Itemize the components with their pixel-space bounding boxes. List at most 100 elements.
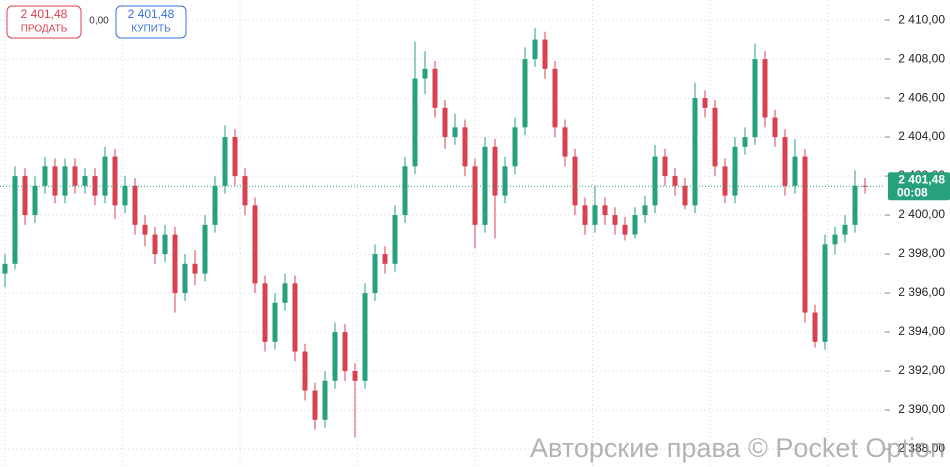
candle-body [122, 185, 128, 206]
candle-body [322, 380, 328, 420]
candle-body [132, 185, 138, 225]
candle-body [642, 205, 648, 216]
candle-body [672, 176, 678, 186]
candle-body [182, 263, 188, 294]
candle-body [572, 156, 578, 206]
price-axis: 2 410,002 408,002 406,002 404,002 402,00… [885, 12, 950, 455]
candle-body [392, 215, 398, 264]
candle-body [722, 166, 728, 196]
candle-body [512, 127, 518, 167]
candle-body [742, 137, 748, 147]
candle-body [442, 107, 448, 138]
candle-body [172, 234, 178, 294]
candle-body [732, 146, 738, 196]
y-tick-label: 2 398,00 [898, 246, 945, 260]
candle-body [592, 205, 598, 225]
candle-body [212, 185, 218, 225]
y-tick-label: 2 406,00 [898, 90, 945, 104]
candle-body [662, 156, 668, 177]
candle-body [312, 390, 318, 420]
candle-body [242, 176, 248, 206]
candle-body [552, 68, 558, 128]
y-tick-label: 2 400,00 [898, 207, 945, 221]
candle-body [562, 127, 568, 157]
candle-body [812, 312, 818, 342]
candle-body [492, 146, 498, 196]
y-tick-label: 2 392,00 [898, 363, 945, 377]
y-tick-label: 2 408,00 [898, 51, 945, 65]
candle-body [22, 176, 28, 216]
candle-body [832, 234, 838, 245]
candle-body [482, 146, 488, 225]
candle-body [302, 351, 308, 391]
trade-panel: 2 401,48 ПРОДАТЬ 0,00 2 401,48 КУПИТЬ [6, 5, 187, 39]
candles [0, 27, 885, 438]
candle-body [792, 156, 798, 186]
candle-body [372, 254, 378, 294]
candle-body [692, 98, 698, 206]
candle-body [352, 371, 358, 381]
candle-body [612, 215, 618, 225]
sell-price: 2 401,48 [21, 7, 68, 21]
y-tick-label: 2 390,00 [898, 402, 945, 416]
candle-body [162, 234, 168, 255]
timer: 00:08 [897, 185, 928, 199]
candle-body [252, 205, 258, 284]
candle-body [682, 185, 688, 206]
y-tick-label: 2 410,00 [898, 12, 945, 26]
candle-body [232, 137, 238, 177]
candle-body [652, 156, 658, 206]
y-tick-label: 2 404,00 [898, 129, 945, 143]
candle-body [472, 166, 478, 225]
candle-body [702, 98, 708, 108]
candle-body [412, 78, 418, 167]
candle-body [222, 137, 228, 186]
candle-body [432, 68, 438, 108]
candle-body [782, 137, 788, 186]
candle-body [42, 166, 48, 186]
candle-body [52, 166, 58, 196]
candle-body [262, 283, 268, 342]
candle-body [752, 59, 758, 138]
candle-body [192, 263, 198, 274]
candle-body [62, 166, 68, 196]
candle-body [602, 205, 608, 216]
buy-label: КУПИТЬ [131, 24, 171, 35]
sell-label: ПРОДАТЬ [21, 24, 68, 35]
buy-button[interactable] [115, 5, 187, 39]
candle-body [542, 39, 548, 69]
watermark: Авторские права © Pocket Option [530, 433, 945, 463]
candle-body [712, 107, 718, 167]
candle-body [532, 39, 538, 60]
candle-body [12, 176, 18, 264]
candle-body [762, 59, 768, 118]
candle-body [582, 205, 588, 225]
candle-body [362, 293, 368, 381]
spread: 0,00 [89, 16, 109, 27]
candle-body [382, 254, 388, 264]
candle-body [342, 332, 348, 372]
candle-body [202, 224, 208, 274]
candle-body [332, 332, 338, 381]
candle-body [112, 156, 118, 206]
candle-body [402, 166, 408, 216]
candle-body [502, 166, 508, 196]
y-tick-label: 2 388,00 [898, 441, 945, 455]
candle-body [292, 283, 298, 352]
candle-body [102, 156, 108, 196]
candle-body [842, 224, 848, 235]
current-price-label: 2 401,48 [898, 172, 945, 186]
candle-body [2, 263, 8, 274]
buy-price: 2 401,48 [128, 7, 175, 21]
candle-body [452, 127, 458, 138]
candle-body [142, 224, 148, 235]
sell-button[interactable] [6, 5, 82, 39]
candle-body [82, 176, 88, 186]
candle-body [282, 283, 288, 303]
candle-body [72, 166, 78, 186]
candle-body [852, 185, 858, 225]
candle-body [822, 244, 828, 342]
candle-body [802, 156, 808, 313]
candle-body [772, 117, 778, 138]
